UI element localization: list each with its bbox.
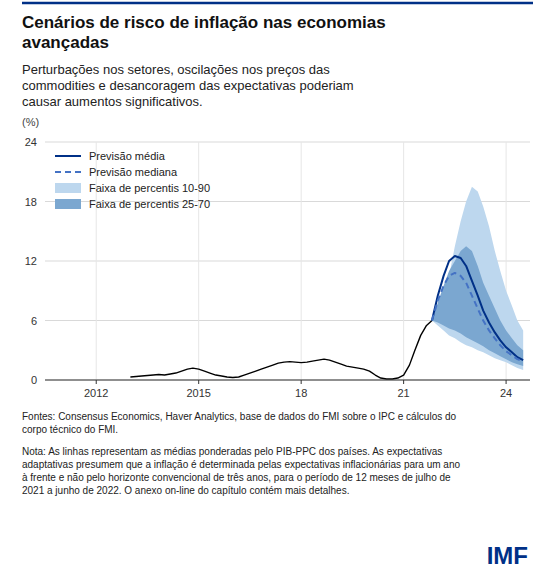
x-grid-line bbox=[198, 142, 199, 380]
y-axis-label: (%) bbox=[22, 116, 39, 128]
legend-label: Faixa de percentis 25-70 bbox=[89, 198, 210, 210]
y-tick-label: 0 bbox=[31, 374, 37, 386]
footnote: Nota: As linhas representam as médias po… bbox=[22, 446, 460, 496]
chart: Cenários de risco de inflação nas econom… bbox=[0, 0, 550, 578]
x-tick-label: 24 bbox=[500, 387, 512, 399]
legend: Previsão média Previsão mediana Faixa de p… bbox=[55, 150, 210, 210]
historical-line bbox=[130, 321, 432, 380]
legend-label: Previsão mediana bbox=[89, 166, 178, 178]
forecast-line bbox=[432, 273, 523, 361]
grid bbox=[45, 142, 530, 380]
x-tick bbox=[506, 380, 507, 384]
percentile-band bbox=[432, 187, 523, 370]
x-tick bbox=[96, 380, 97, 384]
forecast-line bbox=[432, 256, 523, 360]
footnote-line: Nota: As linhas representam as médias po… bbox=[22, 446, 442, 457]
x-grid-line bbox=[301, 142, 302, 380]
legend-label: Previsão média bbox=[89, 150, 166, 162]
plot-data bbox=[130, 187, 523, 379]
y-grid-line bbox=[45, 380, 530, 381]
x-tick-label: 21 bbox=[398, 387, 410, 399]
legend-label: Faixa de percentis 10-90 bbox=[89, 182, 210, 194]
legend-swatch bbox=[55, 199, 81, 209]
footnote-line: corpo técnico do FMI. bbox=[22, 424, 118, 435]
title-line: Cenários de risco de inflação nas econom… bbox=[22, 13, 386, 32]
legend-swatch bbox=[55, 171, 81, 173]
logo: IMF bbox=[487, 542, 528, 569]
legend-swatch bbox=[55, 155, 81, 157]
y-tick-label: 12 bbox=[25, 255, 37, 267]
x-tick-label: 2015 bbox=[186, 387, 210, 399]
percentile-band bbox=[432, 246, 523, 366]
x-grid-line bbox=[403, 142, 404, 380]
y-tick-label: 18 bbox=[25, 196, 37, 208]
footnote-line: Fontes: Consensus Economics, Haver Analy… bbox=[22, 411, 457, 422]
footnote-line: 2021 a junho de 2022. O anexo on-line do… bbox=[22, 485, 349, 496]
y-axis-label-line: (%) bbox=[22, 116, 39, 128]
title-line: avançadas bbox=[22, 33, 109, 52]
y-grid-line bbox=[45, 142, 530, 143]
footnote: Fontes: Consensus Economics, Haver Analy… bbox=[22, 411, 457, 435]
x-tick bbox=[198, 380, 199, 384]
x-tick bbox=[301, 380, 302, 384]
subtitle-line: causar aumentos significativos. bbox=[22, 94, 203, 109]
footnote-line: à frente e não pelo horizonte convencion… bbox=[22, 472, 451, 483]
subtitle: Perturbações nos setores, oscilações nos… bbox=[22, 62, 354, 109]
subtitle-line: Perturbações nos setores, oscilações nos… bbox=[22, 62, 330, 77]
subtitle-line: commodities e desancoragem das expectati… bbox=[22, 78, 354, 93]
title: Cenários de risco de inflação nas econom… bbox=[22, 13, 386, 52]
legend-swatch bbox=[55, 183, 81, 193]
footnote-line: adaptativas presumem que a inflação é de… bbox=[22, 459, 460, 470]
x-tick-label: 18 bbox=[295, 387, 307, 399]
top-rule bbox=[22, 2, 533, 5]
y-tick-label: 24 bbox=[25, 136, 37, 148]
x-tick bbox=[403, 380, 404, 384]
x-axis-line bbox=[45, 380, 530, 381]
x-tick-label: 2012 bbox=[84, 387, 108, 399]
y-tick-label: 6 bbox=[31, 315, 37, 327]
